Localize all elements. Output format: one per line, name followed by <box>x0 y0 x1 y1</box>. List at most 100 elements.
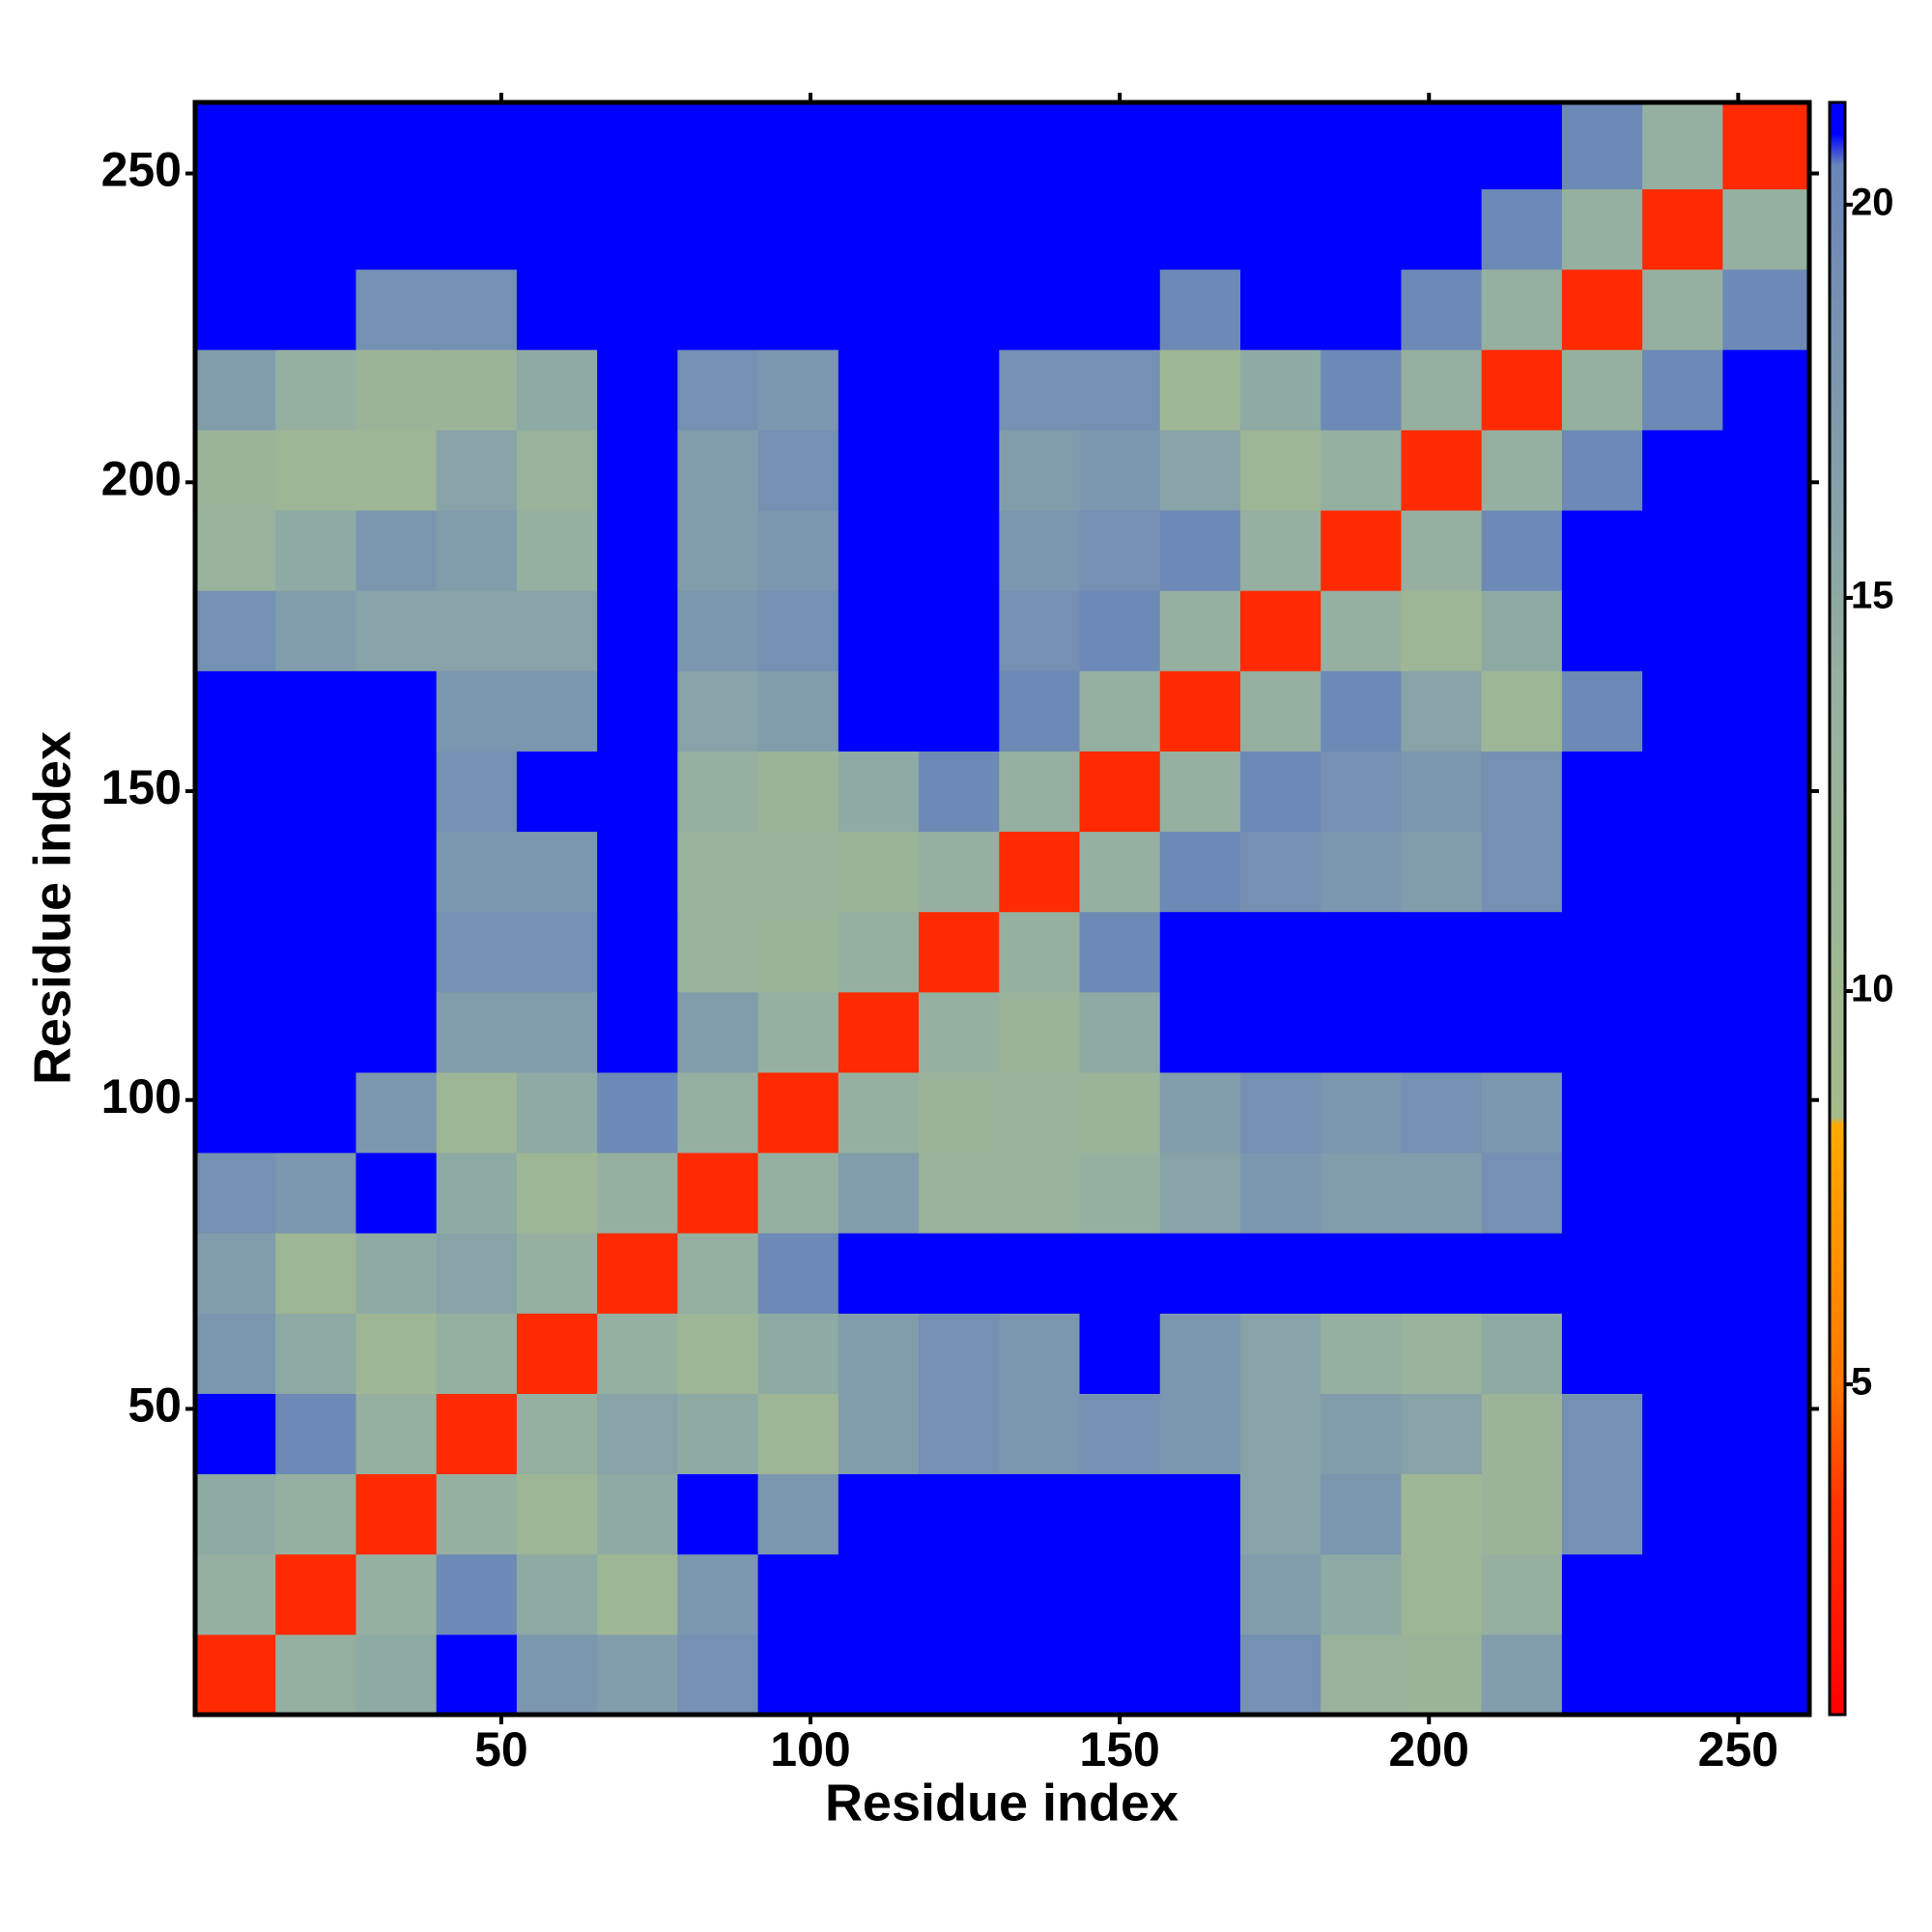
heatmap-cell <box>1481 831 1563 913</box>
heatmap-cell <box>1722 102 1810 190</box>
heatmap-cell <box>1079 1393 1161 1475</box>
heatmap-cell <box>999 1071 1081 1153</box>
y-tick-label: 200 <box>101 451 182 505</box>
heatmap-cell <box>1481 1152 1563 1234</box>
heatmap-cell <box>1722 911 1810 993</box>
heatmap-cell <box>516 590 598 671</box>
heatmap-cell <box>677 349 759 431</box>
heatmap-cell <box>757 1393 839 1475</box>
heatmap-cell <box>1722 510 1810 591</box>
heatmap-cell <box>275 1152 356 1234</box>
heatmap-cell <box>919 831 1000 913</box>
heatmap-cell <box>677 1233 759 1314</box>
heatmap-cell <box>1481 1233 1563 1314</box>
heatmap-cell <box>919 1634 1000 1716</box>
heatmap-cell <box>1642 188 1723 270</box>
heatmap-cell <box>1239 1473 1321 1555</box>
heatmap-cell <box>1079 670 1161 752</box>
heatmap-cell <box>1642 102 1723 190</box>
heatmap-cell <box>1079 831 1161 913</box>
heatmap-cell <box>1079 590 1161 671</box>
x-tick-label: 50 <box>474 1722 528 1776</box>
x-axis-label: Residue index <box>825 1774 1179 1832</box>
heatmap-cell <box>195 349 276 431</box>
heatmap-cell <box>1642 1071 1723 1153</box>
heatmap-cell <box>1079 1071 1161 1153</box>
heatmap-cell <box>838 102 920 190</box>
heatmap-cell <box>436 1152 518 1234</box>
heatmap-cell <box>677 188 759 270</box>
heatmap-cell <box>1321 349 1402 431</box>
heatmap-cell <box>1561 991 1643 1073</box>
heatmap-cell <box>1722 991 1810 1073</box>
heatmap-cell <box>1561 1313 1643 1394</box>
heatmap-cell <box>516 1313 598 1394</box>
heatmap-cell <box>1642 1553 1723 1635</box>
heatmap-cell <box>597 188 678 270</box>
heatmap-cell <box>1561 188 1643 270</box>
heatmap-cell <box>1239 510 1321 591</box>
heatmap-cell <box>275 188 356 270</box>
heatmap-cell <box>1321 1071 1402 1153</box>
heatmap-cell <box>1321 1473 1402 1555</box>
heatmap-cell <box>838 590 920 671</box>
heatmap-cell <box>597 349 678 431</box>
heatmap-cell <box>597 831 678 913</box>
heatmap-cell <box>1159 670 1241 752</box>
heatmap-cell <box>1159 1071 1241 1153</box>
heatmap-cell <box>1722 670 1810 752</box>
heatmap-cell <box>919 1152 1000 1234</box>
heatmap-cell <box>1079 349 1161 431</box>
heatmap-cell <box>1642 1313 1723 1394</box>
heatmap-cell <box>999 1473 1081 1555</box>
heatmap-cell <box>1159 510 1241 591</box>
heatmap-cell <box>838 429 920 511</box>
heatmap-cell <box>275 102 356 190</box>
heatmap-cell <box>677 429 759 511</box>
heatmap-cell <box>1159 831 1241 913</box>
heatmap-cell <box>516 510 598 591</box>
heatmap-cell <box>838 1553 920 1635</box>
heatmap-cell <box>1239 1393 1321 1475</box>
heatmap-cell <box>1722 751 1810 833</box>
heatmap-cell <box>919 429 1000 511</box>
heatmap-cell <box>1642 1473 1723 1555</box>
heatmap-cell <box>355 102 438 190</box>
heatmap-cell <box>436 590 518 671</box>
heatmap-cell <box>1561 1393 1643 1475</box>
heatmap-cell <box>195 269 276 351</box>
heatmap-cell <box>1642 349 1723 431</box>
heatmap-cell <box>757 911 839 993</box>
heatmap-cell <box>1561 349 1643 431</box>
x-tick-label: 250 <box>1698 1722 1778 1776</box>
heatmap-cell <box>677 670 759 752</box>
heatmap-cell <box>1239 349 1321 431</box>
heatmap-cell <box>1239 429 1321 511</box>
heatmap-cell <box>1642 429 1723 511</box>
heatmap-cell <box>1401 102 1483 190</box>
heatmap-cell <box>999 1634 1081 1716</box>
heatmap-cell <box>597 751 678 833</box>
heatmap-cell <box>1561 831 1643 913</box>
heatmap-cell <box>1401 188 1483 270</box>
heatmap-cell <box>1561 911 1643 993</box>
heatmap-cell <box>1401 1071 1483 1153</box>
heatmap-cell <box>757 269 839 351</box>
heatmap-cell <box>195 911 276 993</box>
heatmap-cell <box>919 1393 1000 1475</box>
heatmap-cell <box>919 590 1000 671</box>
heatmap-cell <box>355 590 438 671</box>
heatmap-cell <box>195 1634 276 1716</box>
heatmap-cell <box>757 670 839 752</box>
heatmap-cell <box>677 1393 759 1475</box>
heatmap-cell <box>597 1071 678 1153</box>
heatmap-cell <box>999 831 1081 913</box>
heatmap-cell <box>1642 991 1723 1073</box>
heatmap-cell <box>275 590 356 671</box>
heatmap-cell <box>1561 1233 1643 1314</box>
heatmap-cell <box>1321 1634 1402 1716</box>
heatmap-cell <box>677 1473 759 1555</box>
heatmap-cell <box>516 349 598 431</box>
heatmap-cell <box>1642 1393 1723 1475</box>
heatmap-cell <box>838 510 920 591</box>
